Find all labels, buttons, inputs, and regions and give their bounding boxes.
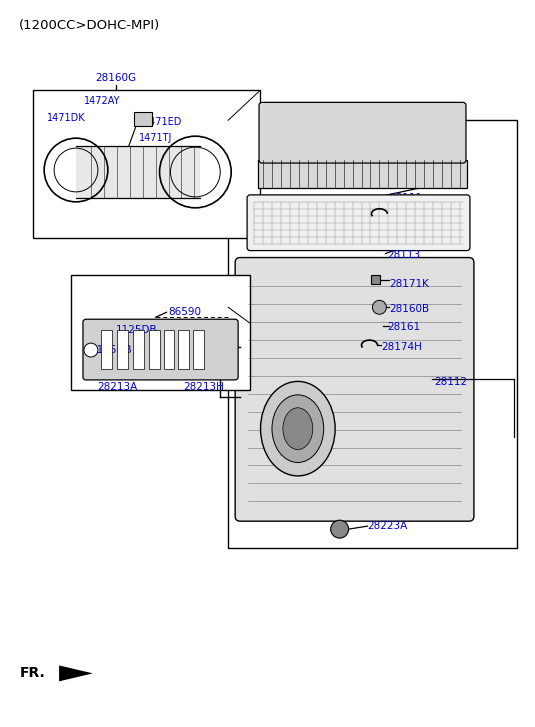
Polygon shape	[59, 665, 93, 681]
Text: (1200CC>DOHC-MPI): (1200CC>DOHC-MPI)	[19, 19, 160, 32]
Bar	[228, 120, 517, 548]
Bar	[149, 330, 159, 369]
Circle shape	[372, 300, 386, 314]
Bar	[133, 330, 143, 369]
Text: 1471DK: 1471DK	[47, 113, 86, 124]
Text: 28161: 28161	[387, 322, 421, 332]
Bar	[164, 330, 174, 369]
Circle shape	[331, 521, 349, 538]
Text: 28171K: 28171K	[389, 279, 429, 289]
Text: 1125DB: 1125DB	[91, 345, 133, 355]
Text: 28174H: 28174H	[394, 213, 435, 222]
Ellipse shape	[261, 382, 335, 476]
FancyBboxPatch shape	[247, 195, 470, 251]
Text: 28213A: 28213A	[97, 382, 137, 392]
Bar	[76, 146, 200, 198]
Bar	[33, 90, 260, 238]
Text: 28111: 28111	[389, 193, 423, 203]
Text: 28160G: 28160G	[95, 73, 136, 84]
FancyBboxPatch shape	[83, 319, 238, 380]
Text: 1471TJ: 1471TJ	[139, 133, 172, 143]
Text: 28213H: 28213H	[184, 382, 224, 392]
Text: 28223A: 28223A	[368, 521, 408, 531]
Text: FR.: FR.	[19, 667, 45, 680]
Text: 28160B: 28160B	[389, 305, 430, 314]
FancyBboxPatch shape	[235, 257, 474, 521]
Text: 1125DB: 1125DB	[116, 325, 157, 335]
Bar	[193, 330, 204, 369]
Circle shape	[84, 343, 98, 357]
Bar	[371, 276, 380, 284]
Bar	[179, 330, 189, 369]
FancyBboxPatch shape	[259, 103, 466, 163]
Ellipse shape	[272, 395, 324, 462]
Bar	[134, 112, 151, 126]
Text: 28112: 28112	[434, 377, 467, 387]
Text: 1472AY: 1472AY	[84, 97, 120, 106]
Bar	[117, 330, 128, 369]
Text: 1471ED: 1471ED	[143, 117, 182, 127]
Text: 86590: 86590	[169, 308, 202, 317]
Ellipse shape	[283, 408, 313, 449]
Text: 28113: 28113	[387, 249, 421, 260]
Bar	[71, 276, 250, 390]
Bar	[101, 330, 112, 369]
Bar	[258, 160, 467, 188]
Text: 28174H: 28174H	[381, 342, 422, 352]
Text: 28110: 28110	[368, 103, 401, 113]
